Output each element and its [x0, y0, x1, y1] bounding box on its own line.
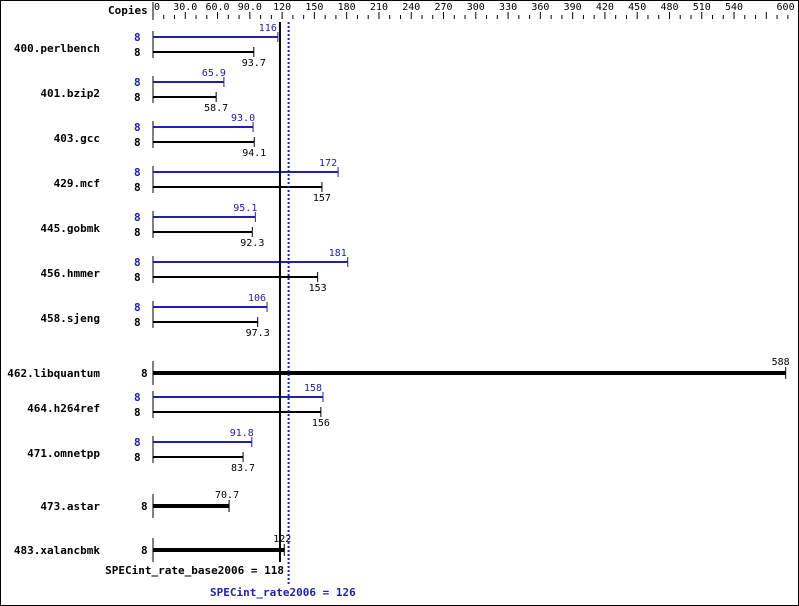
base-metric-label: SPECint_rate_base2006 = 118	[105, 564, 284, 577]
base-copies: 8	[141, 544, 148, 557]
tick-label: 450	[628, 2, 646, 13]
tick-label: 150	[305, 2, 323, 13]
tick-label: 390	[564, 2, 582, 13]
base-copies: 8	[134, 136, 141, 149]
benchmark-row: 429.mcf 8 172 8 157	[54, 158, 339, 204]
base-copies: 8	[134, 91, 141, 104]
peak-metric-label: SPECint_rate2006 = 126	[210, 586, 356, 599]
peak-value-label: 95.1	[233, 203, 257, 214]
base-value-label: 157	[313, 193, 331, 204]
tick-label: 60.0	[206, 2, 230, 13]
benchmark-name: 473.astar	[40, 500, 100, 513]
base-value-label: 122	[273, 534, 291, 545]
base-copies: 8	[134, 181, 141, 194]
peak-copies: 8	[134, 211, 141, 224]
tick-label: 510	[693, 2, 711, 13]
tick-label: 600	[777, 2, 795, 13]
benchmark-name: 429.mcf	[54, 177, 100, 190]
peak-copies: 8	[134, 256, 141, 269]
base-copies: 8	[134, 46, 141, 59]
tick-label: 240	[402, 2, 420, 13]
benchmark-row: 456.hmmer 8 181 8 153	[40, 248, 349, 294]
peak-value-label: 93.0	[231, 113, 255, 124]
benchmark-row: 458.sjeng 8 106 8 97.3	[40, 293, 269, 339]
tick-label: 120	[273, 2, 291, 13]
peak-value-label: 106	[248, 293, 266, 304]
peak-value-label: 116	[259, 23, 277, 34]
benchmark-row: 462.libquantum 8 588	[7, 357, 790, 385]
benchmark-row: 403.gcc 8 93.0 8 94.1	[54, 113, 267, 159]
benchmark-name: 462.libquantum	[7, 367, 100, 380]
benchmark-name: 464.h264ref	[27, 402, 100, 415]
base-value-label: 94.1	[242, 148, 266, 159]
tick-label: 210	[370, 2, 388, 13]
peak-copies: 8	[134, 301, 141, 314]
base-value-label: 588	[772, 357, 790, 368]
axis-label: Copies	[108, 4, 148, 17]
benchmark-name: 471.omnetpp	[27, 447, 100, 460]
tick-label: 270	[434, 2, 452, 13]
base-copies: 8	[134, 226, 141, 239]
base-copies: 8	[141, 367, 148, 380]
peak-value-label: 65.9	[202, 68, 226, 79]
peak-copies: 8	[134, 31, 141, 44]
tick-label: 330	[499, 2, 517, 13]
base-value-label: 156	[312, 418, 330, 429]
base-copies: 8	[134, 316, 141, 329]
peak-copies: 8	[134, 391, 141, 404]
benchmark-name: 445.gobmk	[40, 222, 100, 235]
tick-label: 540	[725, 2, 743, 13]
tick-label: 180	[338, 2, 356, 13]
base-copies: 8	[134, 406, 141, 419]
base-copies: 8	[134, 451, 141, 464]
tick-label: 300	[467, 2, 485, 13]
base-value-label: 93.7	[242, 58, 266, 69]
benchmark-row: 445.gobmk 8 95.1 8 92.3	[40, 203, 264, 249]
base-copies: 8	[141, 500, 148, 513]
peak-copies: 8	[134, 121, 141, 134]
benchmark-name: 401.bzip2	[40, 87, 100, 100]
peak-copies: 8	[134, 166, 141, 179]
benchmark-row: 401.bzip2 8 65.9 8 58.7	[40, 68, 228, 114]
tick-label: 0	[154, 2, 160, 13]
benchmark-row: 464.h264ref 8 158 8 156	[27, 383, 330, 429]
tick-label: 480	[660, 2, 678, 13]
base-value-label: 83.7	[231, 463, 255, 474]
benchmark-name: 400.perlbench	[14, 42, 100, 55]
tick-label: 90.0	[238, 2, 262, 13]
peak-value-label: 91.8	[230, 428, 254, 439]
base-value-label: 58.7	[204, 103, 228, 114]
base-value-label: 70.7	[215, 490, 239, 501]
benchmark-row: 473.astar 8 70.7	[40, 490, 239, 518]
peak-value-label: 181	[329, 248, 347, 259]
base-copies: 8	[134, 271, 141, 284]
tick-label: 30.0	[173, 2, 197, 13]
base-value-label: 92.3	[240, 238, 264, 249]
peak-copies: 8	[134, 436, 141, 449]
tick-label: 360	[531, 2, 549, 13]
benchmark-name: 403.gcc	[54, 132, 100, 145]
benchmark-row: 483.xalancbmk 8 122	[14, 534, 291, 562]
benchmark-row: 400.perlbench 8 116 8 93.7	[14, 23, 279, 69]
base-value-label: 153	[309, 283, 327, 294]
benchmark-name: 483.xalancbmk	[14, 544, 100, 557]
benchmark-row: 471.omnetpp 8 91.8 8 83.7	[27, 428, 255, 474]
peak-value-label: 172	[319, 158, 337, 169]
benchmark-name: 456.hmmer	[40, 267, 100, 280]
tick-label: 420	[596, 2, 614, 13]
peak-value-label: 158	[304, 383, 322, 394]
peak-copies: 8	[134, 76, 141, 89]
benchmark-name: 458.sjeng	[40, 312, 100, 325]
base-value-label: 97.3	[246, 328, 270, 339]
